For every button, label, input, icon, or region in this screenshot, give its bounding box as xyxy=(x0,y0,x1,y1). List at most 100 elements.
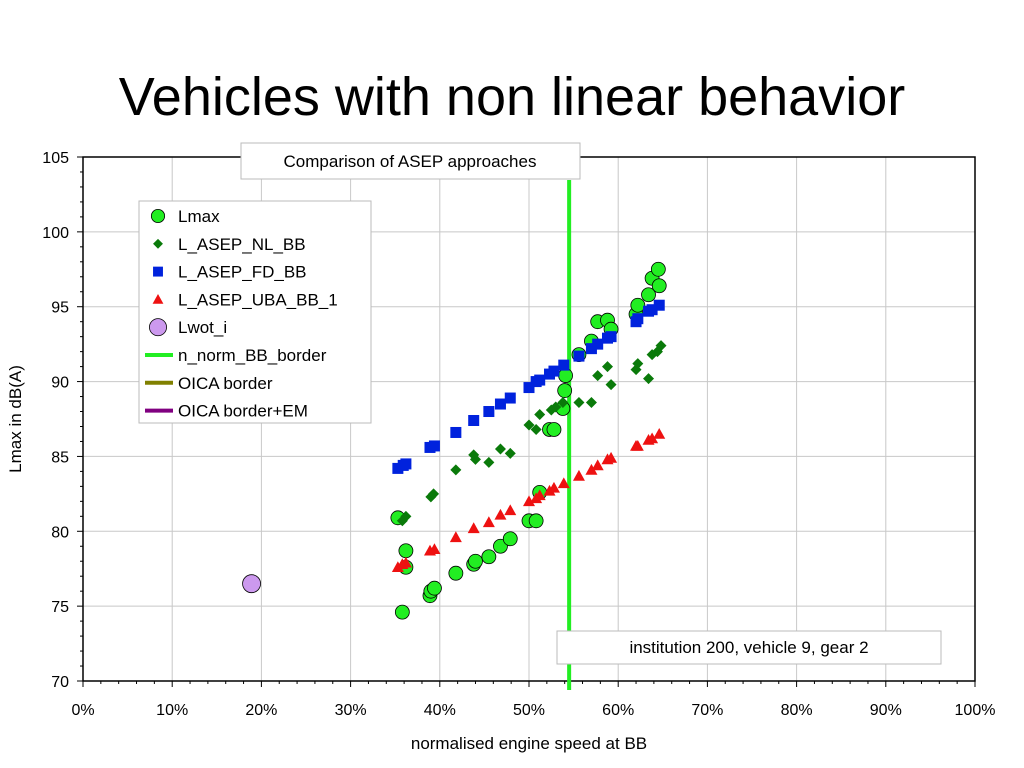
legend-item: Lwot_i xyxy=(149,318,227,337)
data-point xyxy=(528,513,544,529)
data-point xyxy=(592,338,604,350)
data-point xyxy=(547,481,560,493)
data-point xyxy=(632,313,644,325)
data-point xyxy=(398,543,414,559)
data-point xyxy=(399,556,412,568)
legend-item: L_ASEP_FD_BB xyxy=(153,263,307,282)
chart-title: Comparison of ASEP approaches xyxy=(284,152,537,171)
data-points xyxy=(242,261,667,620)
data-point xyxy=(468,553,483,569)
data-point xyxy=(504,392,516,404)
x-tick-label: 100% xyxy=(955,702,996,719)
x-tick-label: 0% xyxy=(71,702,94,719)
data-point xyxy=(483,406,495,418)
data-point xyxy=(504,447,516,459)
data-point xyxy=(493,538,508,554)
data-point xyxy=(572,469,585,481)
data-point xyxy=(523,382,535,394)
legend-marker xyxy=(150,208,166,224)
data-point xyxy=(448,565,464,581)
legend-label: L_ASEP_FD_BB xyxy=(178,263,307,282)
axis-ticks xyxy=(77,156,976,687)
data-point xyxy=(530,423,542,435)
legend-label: OICA border+EM xyxy=(178,402,308,421)
legend-item: L_ASEP_UBA_BB_1 xyxy=(152,290,338,309)
data-point xyxy=(557,383,573,398)
legend-item: OICA border xyxy=(145,374,273,393)
data-point xyxy=(592,370,604,382)
data-point xyxy=(601,361,613,373)
data-point xyxy=(631,439,644,451)
data-point xyxy=(427,580,442,596)
data-point xyxy=(653,299,665,311)
y-tick-label: 70 xyxy=(51,674,69,691)
data-point xyxy=(632,358,644,370)
data-point xyxy=(481,549,497,565)
y-tick-label: 105 xyxy=(42,150,69,167)
data-point xyxy=(650,261,666,277)
x-tick-label: 70% xyxy=(691,702,723,719)
annotation-box: institution 200, vehicle 9, gear 2 xyxy=(556,630,942,665)
legend-label: Lmax xyxy=(178,207,220,226)
annotation-text: institution 200, vehicle 9, gear 2 xyxy=(629,638,868,657)
series-l-asep-uba-bb-1 xyxy=(391,427,666,573)
data-point xyxy=(534,374,546,386)
data-point xyxy=(546,422,562,437)
legend-item: OICA border+EM xyxy=(145,402,308,421)
series-l-asep-fd-bb xyxy=(392,299,665,474)
legend-label: n_norm_BB_border xyxy=(178,346,327,365)
legend-marker xyxy=(149,318,167,337)
data-point xyxy=(605,451,618,463)
data-point xyxy=(482,516,495,528)
data-point xyxy=(646,432,659,444)
data-point xyxy=(641,287,656,303)
data-point xyxy=(558,359,570,371)
data-point xyxy=(585,343,597,355)
data-point xyxy=(630,297,646,313)
legend: Lmax L_ASEP_NL_BB L_ASEP_FD_BB L_ASEP_UBA_B… xyxy=(138,200,372,424)
data-point xyxy=(400,458,412,470)
legend-label: L_ASEP_NL_BB xyxy=(178,235,306,254)
legend-label: Lwot_i xyxy=(178,318,227,337)
legend-item: n_norm_BB_border xyxy=(145,346,327,365)
data-point xyxy=(534,409,546,421)
data-point xyxy=(468,414,480,426)
data-point xyxy=(550,401,562,413)
data-point xyxy=(605,331,617,343)
data-point xyxy=(573,397,585,409)
data-point xyxy=(646,304,658,316)
data-point xyxy=(591,459,604,471)
data-point xyxy=(557,397,569,409)
data-point xyxy=(494,443,506,455)
data-point xyxy=(394,604,410,620)
legend-frame xyxy=(138,200,372,424)
x-tick-label: 20% xyxy=(245,702,277,719)
data-point xyxy=(651,278,667,294)
data-point xyxy=(653,427,666,439)
y-axis-title: Lmax in dB(A) xyxy=(6,365,25,473)
y-tick-label: 100 xyxy=(42,225,69,242)
data-point xyxy=(502,531,518,547)
y-tick-label: 90 xyxy=(51,375,69,392)
x-axis-tick-labels: 0% 10% 20% 30% 40% 50% 60% 70% 80% 90% 100% xyxy=(71,702,995,719)
legend-label: L_ASEP_UBA_BB_1 xyxy=(178,290,338,309)
x-tick-label: 50% xyxy=(513,702,545,719)
data-point xyxy=(428,440,440,452)
data-point xyxy=(573,350,585,362)
data-point xyxy=(467,522,480,534)
legend-marker xyxy=(153,266,163,277)
y-axis-tick-labels: 70 75 80 85 90 95 100 105 xyxy=(42,150,69,691)
data-point xyxy=(557,477,570,489)
data-point xyxy=(605,379,617,391)
x-tick-label: 80% xyxy=(781,702,813,719)
data-point xyxy=(523,419,535,431)
x-tick-label: 60% xyxy=(602,702,634,719)
slide-title: Vehicles with non linear behavior xyxy=(118,67,906,127)
x-tick-label: 30% xyxy=(335,702,367,719)
chart-title-box: Comparison of ASEP approaches xyxy=(240,142,581,180)
data-point xyxy=(242,574,261,594)
legend-label: OICA border xyxy=(178,374,273,393)
data-point xyxy=(469,453,481,465)
legend-item: Lmax xyxy=(150,207,220,226)
